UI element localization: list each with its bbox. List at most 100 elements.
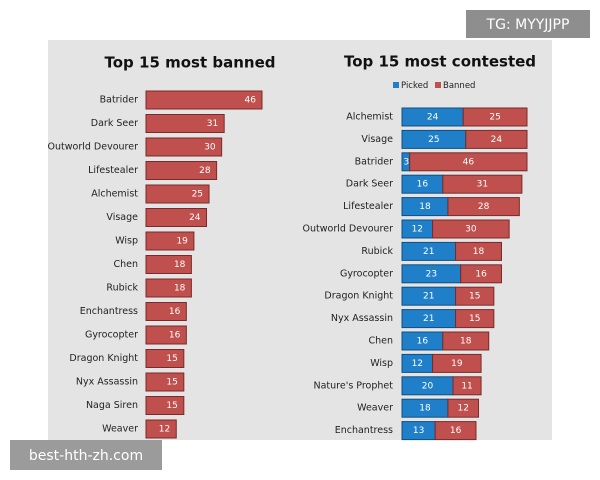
category-label: Rubick (361, 246, 393, 257)
category-label: Lifestealer (88, 165, 138, 176)
data-label: 12 (412, 359, 423, 369)
bar-segment (432, 219, 510, 239)
data-label: 25 (192, 190, 203, 200)
data-label: 46 (463, 157, 475, 167)
bar-segment (447, 197, 520, 217)
data-label: 18 (419, 202, 431, 212)
data-label: 16 (169, 331, 181, 341)
category-label: Dragon Knight (69, 353, 138, 364)
data-label: 28 (478, 202, 490, 212)
data-label: 18 (419, 404, 431, 414)
category-label: Gyrocopter (85, 330, 138, 341)
data-label: 31 (477, 180, 488, 190)
data-label: 15 (469, 314, 480, 324)
legend-label: Banned (443, 81, 475, 91)
watermark-box (10, 440, 162, 470)
category-label: Chen (113, 259, 138, 270)
bar-segment (465, 129, 528, 149)
bar-segment (447, 398, 480, 418)
data-label: 16 (417, 180, 429, 190)
data-label: 30 (204, 143, 216, 153)
category-label: Visage (106, 212, 138, 223)
bar (145, 231, 195, 251)
bar (145, 302, 187, 321)
category-label: Visage (361, 134, 393, 145)
chart-title: Top 15 most banned (105, 54, 276, 72)
category-label: Nyx Assassin (331, 313, 393, 324)
watermark: best-hth-zh.com (29, 448, 143, 464)
data-label: 18 (174, 260, 186, 270)
data-label: 15 (166, 354, 177, 364)
data-label: 12 (412, 225, 423, 235)
bar-segment (460, 264, 502, 284)
bar (145, 255, 192, 274)
data-label: 19 (451, 359, 463, 369)
bar-segment (455, 309, 495, 329)
watermark: TG: MYYJJPP (486, 17, 570, 33)
category-label: Wisp (370, 358, 393, 369)
category-label: Dark Seer (91, 118, 138, 129)
bar (145, 419, 177, 439)
bar-segment (462, 107, 528, 127)
data-label: 18 (460, 337, 472, 347)
category-label: Enchantress (335, 425, 393, 436)
category-label: Alchemist (346, 112, 393, 123)
bar (145, 184, 210, 204)
bar-segment (455, 241, 502, 261)
bar (145, 90, 263, 110)
data-label: 24 (491, 135, 503, 145)
data-label: 21 (423, 247, 434, 257)
category-label: Batrider (355, 156, 393, 167)
category-label: Outworld Devourer (48, 142, 139, 153)
category-label: Chen (368, 336, 393, 347)
category-label: Batrider (100, 95, 138, 106)
data-label: 15 (166, 378, 177, 388)
data-label: 46 (245, 96, 257, 106)
category-label: Weaver (102, 424, 138, 435)
data-label: 24 (189, 213, 201, 223)
data-label: 28 (199, 166, 211, 176)
bar-segment (442, 174, 523, 194)
category-label: Alchemist (91, 189, 138, 200)
data-label: 18 (174, 284, 186, 294)
bar (145, 114, 225, 133)
data-label: 15 (469, 292, 480, 302)
data-label: 15 (166, 401, 177, 411)
category-label: Gyrocopter (340, 268, 393, 279)
data-label: 16 (417, 337, 429, 347)
data-label: 12 (457, 404, 468, 414)
category-label: Weaver (357, 403, 393, 414)
data-label: 23 (426, 269, 437, 279)
chart-title: Top 15 most contested (344, 53, 536, 71)
bar-segment (442, 331, 490, 351)
legend-label: Picked (401, 81, 428, 91)
data-label: 20 (422, 381, 434, 391)
category-label: Outworld Devourer (303, 224, 394, 235)
bar-segment (455, 286, 495, 306)
data-label: 31 (207, 119, 218, 129)
bar-segment (434, 421, 477, 441)
data-label: 18 (473, 247, 485, 257)
data-label: 21 (423, 292, 434, 302)
category-label: Dark Seer (346, 179, 393, 190)
data-label: 11 (461, 381, 472, 391)
data-label: 13 (413, 426, 424, 436)
category-label: Enchantress (80, 306, 138, 317)
category-label: Nyx Assassin (76, 377, 138, 388)
bar-segment (409, 152, 528, 172)
bar (145, 396, 185, 415)
bar (145, 137, 223, 157)
data-label: 16 (169, 307, 181, 317)
data-label: 16 (475, 269, 487, 279)
bar (145, 208, 208, 227)
bar (145, 372, 185, 392)
category-label: Lifestealer (343, 201, 393, 212)
bar (145, 349, 185, 368)
legend-swatch (435, 82, 441, 88)
data-label: 19 (176, 237, 188, 247)
legend-swatch (393, 82, 399, 88)
data-label: 12 (159, 425, 170, 435)
watermark-box (466, 10, 590, 38)
bar (145, 325, 187, 345)
